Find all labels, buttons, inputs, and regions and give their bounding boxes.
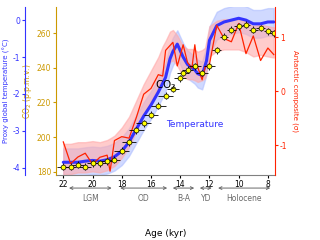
Text: LGM: LGM (82, 194, 99, 203)
Y-axis label: CO$_2$ (p.p.m.v.): CO$_2$ (p.p.m.v.) (21, 63, 34, 119)
Text: Age (kyr): Age (kyr) (145, 228, 186, 238)
Text: Holocene: Holocene (226, 194, 262, 203)
Text: B-A: B-A (177, 194, 190, 203)
Y-axis label: Proxy global temperature (°C): Proxy global temperature (°C) (3, 39, 10, 144)
Text: CO$_2$: CO$_2$ (156, 79, 177, 92)
Text: OD: OD (138, 194, 149, 203)
Text: Temperature: Temperature (166, 120, 223, 129)
Y-axis label: Antarctic composite (σ): Antarctic composite (σ) (292, 50, 299, 132)
Text: YD: YD (201, 194, 211, 203)
